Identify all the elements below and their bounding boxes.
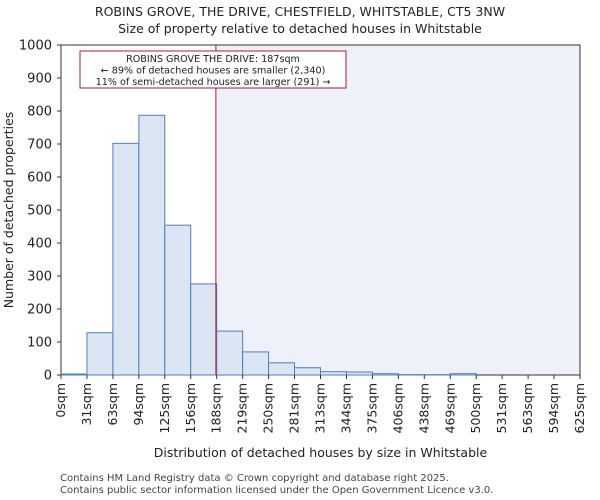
- y-tick-label: 300: [27, 270, 52, 285]
- x-tick-label: 219sqm: [235, 383, 250, 433]
- histogram-bar: [138, 114, 166, 376]
- shaded-region: [215, 45, 580, 375]
- x-tick-label: 625sqm: [572, 383, 587, 433]
- histogram-bar: [86, 332, 114, 376]
- x-tick-label: 563sqm: [520, 383, 535, 433]
- x-tick-label: 594sqm: [546, 383, 561, 433]
- y-tick-label: 400: [27, 237, 52, 252]
- x-tick-label: 63sqm: [105, 383, 120, 426]
- histogram-bar: [112, 142, 140, 376]
- x-tick-label: 375sqm: [364, 383, 379, 433]
- y-axis-label: Number of detached properties: [1, 112, 16, 309]
- annotation-line: 11% of semi-detached houses are larger (…: [96, 77, 331, 88]
- footer-line-1: Contains HM Land Registry data © Crown c…: [60, 473, 449, 484]
- y-tick-label: 100: [27, 336, 52, 351]
- histogram-bar: [268, 362, 296, 376]
- y-tick-label: 600: [27, 171, 52, 186]
- y-tick-label: 0: [44, 369, 52, 384]
- histogram-bar: [345, 371, 373, 376]
- histogram-bar: [164, 224, 192, 376]
- y-tick-label: 700: [27, 138, 52, 153]
- chart-subtitle: Size of property relative to detached ho…: [118, 21, 482, 36]
- histogram-bar: [60, 373, 88, 376]
- x-tick-label: 281sqm: [287, 383, 302, 433]
- histogram-bar: [190, 283, 218, 376]
- histogram-bar: [216, 330, 244, 376]
- x-tick-label: 469sqm: [442, 383, 457, 433]
- y-tick-label: 500: [27, 204, 52, 219]
- x-tick-label: 156sqm: [183, 383, 198, 433]
- x-tick-label: 94sqm: [131, 383, 146, 426]
- histogram-bar: [371, 373, 399, 376]
- x-axis-label: Distribution of detached houses by size …: [154, 445, 488, 460]
- y-tick-label: 900: [27, 72, 52, 87]
- x-tick-label: 500sqm: [468, 383, 483, 433]
- x-tick-label: 125sqm: [157, 383, 172, 433]
- y-tick-label: 800: [27, 105, 52, 120]
- histogram-bar: [242, 351, 270, 376]
- y-tick-label: 1000: [19, 39, 52, 54]
- annotation-line: ROBINS GROVE THE DRIVE: 187sqm: [126, 54, 300, 65]
- x-tick-label: 406sqm: [390, 383, 405, 433]
- annotation-box: [79, 50, 347, 89]
- x-tick-label: 0sqm: [53, 383, 68, 418]
- histogram-bar: [294, 367, 321, 376]
- x-tick-label: 188sqm: [209, 383, 224, 433]
- chart-title: ROBINS GROVE, THE DRIVE, CHESTFIELD, WHI…: [94, 4, 506, 19]
- x-tick-label: 313sqm: [313, 383, 328, 433]
- y-tick-label: 200: [27, 303, 52, 318]
- histogram-bar: [449, 373, 477, 376]
- annotation-line: ← 89% of detached houses are smaller (2,…: [101, 66, 326, 77]
- x-tick-label: 31sqm: [79, 383, 94, 426]
- x-tick-label: 531sqm: [494, 383, 509, 433]
- footer-line-2: Contains public sector information licen…: [60, 485, 494, 496]
- histogram-bar: [320, 371, 347, 376]
- x-tick-label: 250sqm: [261, 383, 276, 433]
- x-tick-label: 344sqm: [338, 383, 353, 433]
- x-tick-label: 438sqm: [416, 383, 431, 433]
